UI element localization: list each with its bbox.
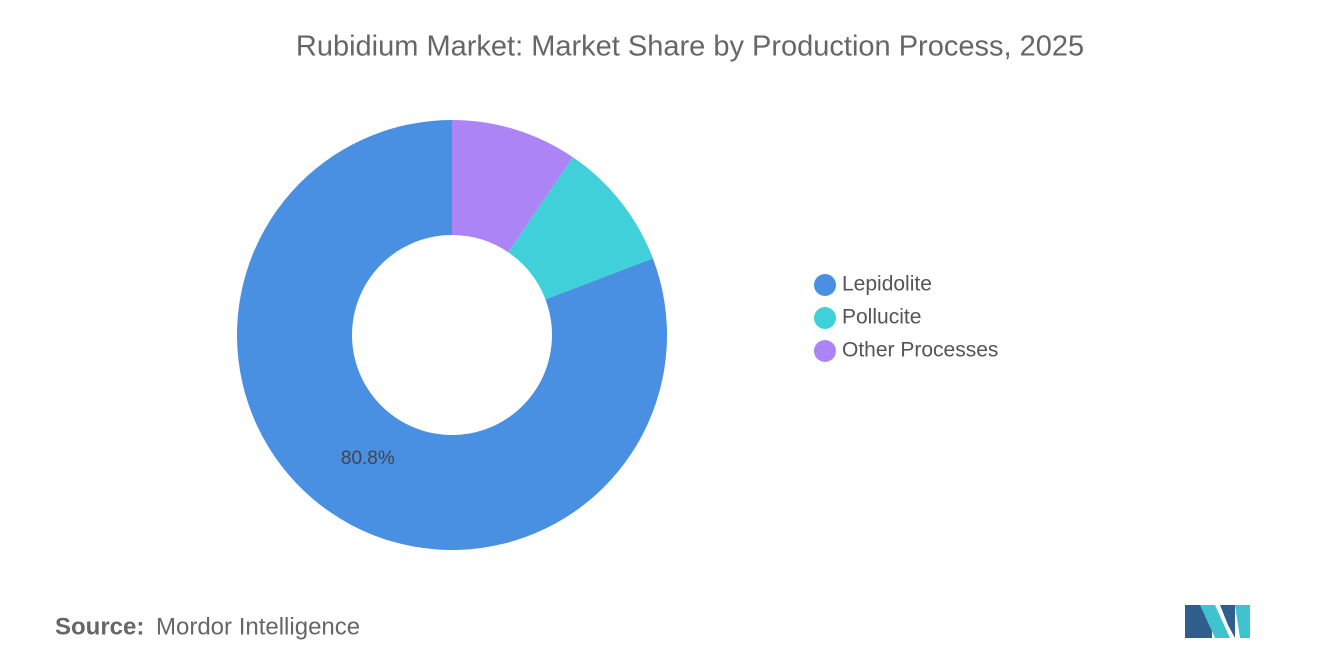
source: Mordor Intelligence [156, 613, 360, 640]
slice [508, 157, 653, 300]
source-label: Source: [55, 613, 144, 640]
chart-title: Rubidium Market: Market Share by Product… [296, 31, 1084, 63]
legend-swatch [814, 274, 836, 296]
legend-label: Lepidolite [842, 273, 932, 296]
slice [452, 120, 573, 253]
legend-label: Pollucite [842, 306, 921, 329]
slice [237, 120, 667, 550]
legend-swatch [814, 340, 836, 362]
legend-label: Other Processes [842, 339, 998, 362]
legend-swatch [814, 307, 836, 329]
data-label: 80.8% [341, 448, 395, 469]
logo [1185, 605, 1250, 638]
